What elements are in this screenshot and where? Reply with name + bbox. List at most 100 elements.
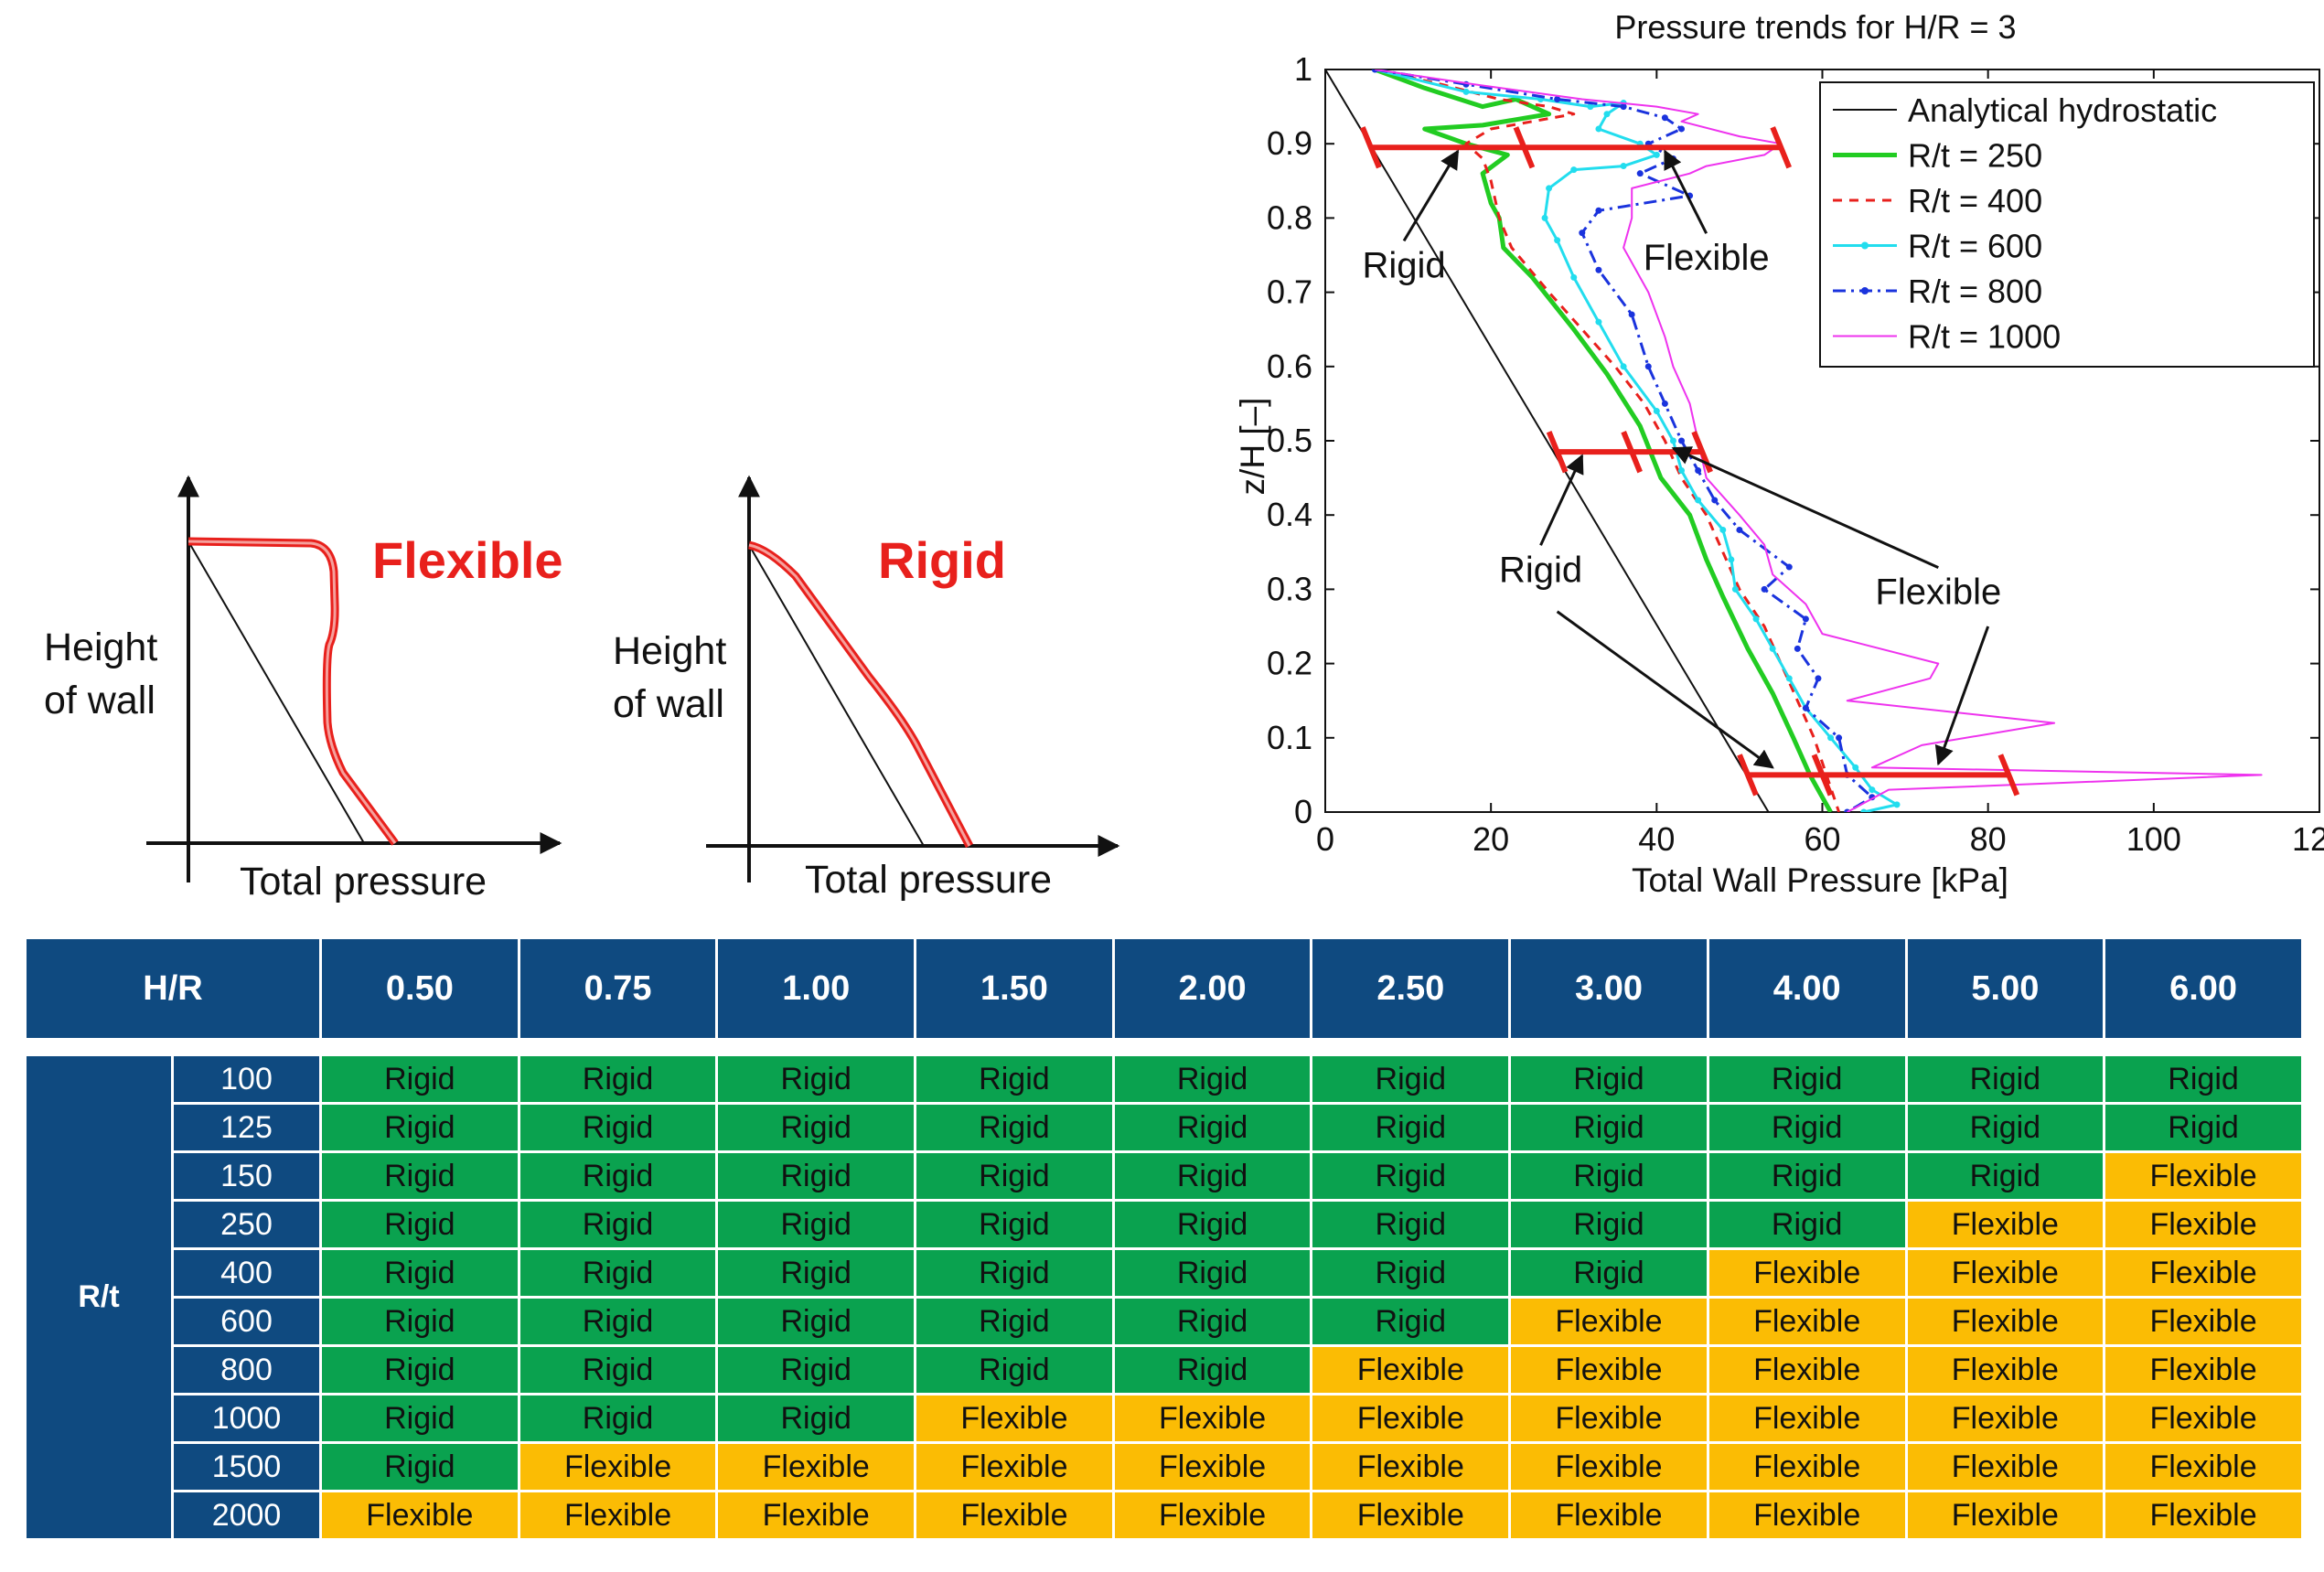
series-point xyxy=(1869,786,1876,794)
rt-value-cell: 800 xyxy=(170,1344,323,1396)
classification-cell: Rigid xyxy=(1508,1053,1709,1105)
classification-cell: Flexible xyxy=(1904,1490,2106,1541)
series-point xyxy=(1836,734,1843,742)
flexible-pressure-curve xyxy=(187,537,399,846)
classification-cell: Rigid xyxy=(914,1247,1115,1299)
classification-cell: Rigid xyxy=(715,1344,917,1396)
classification-cell: Rigid xyxy=(517,1053,719,1105)
rt-value-cell: 600 xyxy=(170,1296,323,1347)
table-row: 1000 Rigid Rigid Rigid Flexible Flexible Flexi… xyxy=(26,1393,2304,1444)
table-row: 800 Rigid Rigid Rigid Rigid Rigid Flexible Flex… xyxy=(26,1344,2304,1396)
series-line-4 xyxy=(1375,70,1874,812)
series-point xyxy=(1628,311,1635,318)
table-row: 150 Rigid Rigid Rigid Rigid Rigid Rigid Rigid Ri… xyxy=(26,1150,2304,1202)
rigid-ylabel-line1: Height xyxy=(613,629,726,673)
series-point xyxy=(1620,103,1627,111)
series-point xyxy=(1769,645,1776,652)
classification-cell: Flexible xyxy=(1508,1393,1709,1444)
series-point xyxy=(1860,808,1868,812)
series-point xyxy=(1653,151,1660,158)
series-point xyxy=(1711,497,1719,504)
classification-cell: Flexible xyxy=(1904,1344,2106,1396)
classification-cell: Flexible xyxy=(2103,1199,2304,1250)
classification-cell: Flexible xyxy=(914,1441,1115,1492)
series-point xyxy=(1802,704,1809,711)
classification-cell: Rigid xyxy=(517,1296,719,1347)
classification-cell: Rigid xyxy=(1111,1247,1313,1299)
series-point xyxy=(1785,563,1793,571)
hr-column-header: 6.00 xyxy=(2103,936,2304,1041)
y-tick-label: 0.9 xyxy=(1267,124,1312,162)
y-tick-label: 0.4 xyxy=(1267,496,1312,533)
chart-legend: Analytical hydrostatic R/t = 250 R/t = 400… xyxy=(1819,81,2315,368)
classification-cell: Rigid xyxy=(1508,1102,1709,1153)
classification-cell: Flexible xyxy=(1706,1393,1908,1444)
series-point xyxy=(1653,408,1660,415)
classification-cell: Rigid xyxy=(517,1393,719,1444)
classification-cell: Rigid xyxy=(319,1344,520,1396)
classification-table: H/R 0.50 0.75 1.00 1.50 2.00 2.50 3.00 4.00 5.00… xyxy=(23,936,2304,1541)
classification-cell: Rigid xyxy=(715,1393,917,1444)
rt-value-cell: 100 xyxy=(170,1053,323,1105)
range-bar-tick xyxy=(1513,126,1536,169)
classification-cell: Rigid xyxy=(715,1150,917,1202)
table-row: 400 Rigid Rigid Rigid Rigid Rigid Rigid Rigid Fl… xyxy=(26,1247,2304,1299)
classification-cell: Rigid xyxy=(319,1393,520,1444)
classification-cell: Flexible xyxy=(1508,1490,1709,1541)
classification-cell: Rigid xyxy=(517,1247,719,1299)
classification-cell: Flexible xyxy=(2103,1441,2304,1492)
series-point xyxy=(1620,363,1627,370)
classification-cell: Rigid xyxy=(517,1199,719,1250)
classification-cell: Rigid xyxy=(1706,1199,1908,1250)
rigid-sketch: Rigid Height of wall Total pressure xyxy=(613,475,1120,902)
series-point xyxy=(1644,363,1652,370)
classification-cell: Flexible xyxy=(2103,1247,2304,1299)
classification-cell: Rigid xyxy=(715,1247,917,1299)
x-tick-label: 40 xyxy=(1638,820,1675,858)
classification-cell: Flexible xyxy=(1310,1441,1512,1492)
classification-cell: Rigid xyxy=(319,1053,520,1105)
classification-cell: Rigid xyxy=(1310,1102,1512,1153)
classification-cell: Flexible xyxy=(1904,1247,2106,1299)
y-tick-label: 0.3 xyxy=(1267,570,1312,607)
table-row: 1500 Rigid Flexible Flexible Flexible Flexibl… xyxy=(26,1441,2304,1492)
classification-cell: Rigid xyxy=(319,1150,520,1202)
series-line-3 xyxy=(1374,70,1899,812)
series-line-5 xyxy=(1375,70,2263,812)
series-point xyxy=(1570,166,1578,174)
classification-cell: Flexible xyxy=(914,1490,1115,1541)
legend-entry: R/t = 600 xyxy=(1908,228,2042,265)
classification-cell: Flexible xyxy=(1111,1490,1313,1541)
series-line-1 xyxy=(1374,70,1833,812)
classification-cell: Rigid xyxy=(1904,1102,2106,1153)
series-point xyxy=(1546,185,1553,192)
classification-cell: Rigid xyxy=(319,1102,520,1153)
table-body: R/t 100 Rigid Rigid Rigid Rigid Rigid Rigid Rigi… xyxy=(24,1038,2304,1541)
classification-cell: Rigid xyxy=(319,1199,520,1250)
legend-entry: R/t = 250 xyxy=(1908,137,2042,175)
table-header-row: H/R 0.50 0.75 1.00 1.50 2.00 2.50 3.00 4.00 5.00… xyxy=(23,936,2304,1041)
rigid-sketch-title: Rigid xyxy=(878,531,1006,589)
hr-column-header: 2.50 xyxy=(1310,936,1512,1041)
legend-entry: R/t = 1000 xyxy=(1908,318,2061,356)
rt-value-cell: 250 xyxy=(170,1199,323,1250)
classification-cell: Rigid xyxy=(517,1344,719,1396)
chart-axes: 0 20 40 60 80 100 120 0 0.1 0.2 0.3 0.4 0.5 0.6 0.7 0.8… xyxy=(1267,50,2324,858)
range-bar-tick xyxy=(1811,754,1834,797)
classification-cell: Rigid xyxy=(914,1199,1115,1250)
classification-cell: Flexible xyxy=(715,1441,917,1492)
x-tick-label: 80 xyxy=(1970,820,2007,858)
rigid-hydrostatic-line xyxy=(748,544,925,847)
classification-cell: Flexible xyxy=(1904,1393,2106,1444)
annotation-label: Flexible xyxy=(1875,572,2001,613)
table-gap-row xyxy=(24,1038,2304,1056)
flexible-ylabel-line1: Height xyxy=(44,626,157,669)
classification-cell: Rigid xyxy=(517,1102,719,1153)
classification-cell: Rigid xyxy=(1706,1102,1908,1153)
classification-cell: Rigid xyxy=(319,1247,520,1299)
classification-cell: Rigid xyxy=(1508,1199,1709,1250)
classification-cell: Rigid xyxy=(1310,1150,1512,1202)
classification-cell: Flexible xyxy=(319,1490,520,1541)
series-point xyxy=(1541,214,1548,221)
series-point xyxy=(1731,585,1739,593)
